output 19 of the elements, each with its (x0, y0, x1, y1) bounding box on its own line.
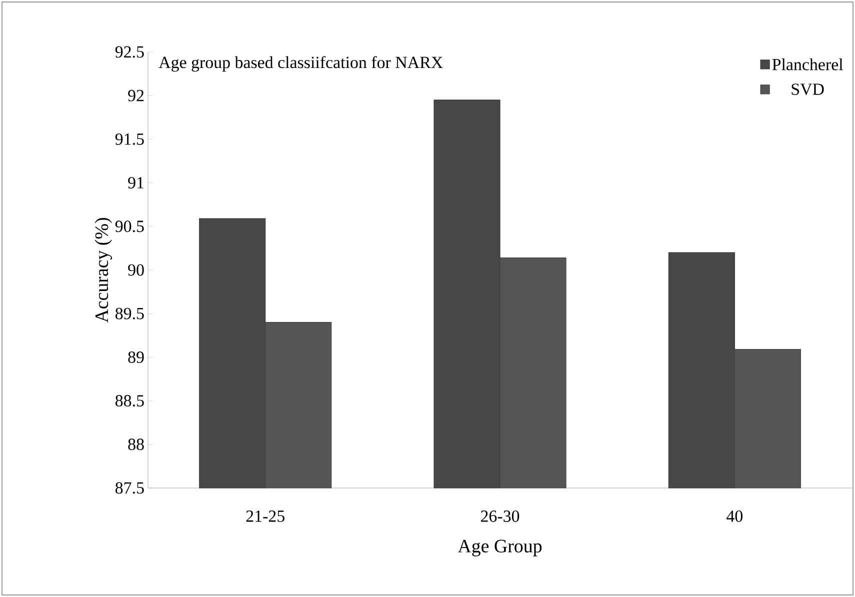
y-tick-label: 87.5 (115, 482, 144, 494)
y-tick-label: 90.5 (115, 220, 144, 232)
x-axis-title: Age Group (458, 540, 542, 556)
legend-label: SVD (792, 84, 824, 96)
y-tick-label: 91 (128, 177, 144, 188)
y-tick-label: 92 (128, 90, 144, 102)
y-tick-label: 89.5 (115, 308, 144, 320)
x-tick-label: 26-30 (481, 510, 520, 522)
y-axis-title: Accuracy (%) (94, 218, 112, 323)
y-tick-label: 90 (128, 264, 144, 276)
y-tick-label: 88 (128, 438, 144, 450)
x-tick-label: 21-25 (246, 510, 284, 522)
y-tick-label: 91.5 (115, 133, 144, 145)
y-tick-label: 92.5 (115, 46, 144, 58)
legend-label: Plancherel (772, 58, 843, 70)
x-tick-label: 40 (726, 510, 743, 522)
chart-title: Age group based classiifcation for NARX (158, 56, 443, 72)
y-tick-label: 88.5 (115, 395, 144, 407)
y-tick-label: 89 (128, 351, 144, 363)
